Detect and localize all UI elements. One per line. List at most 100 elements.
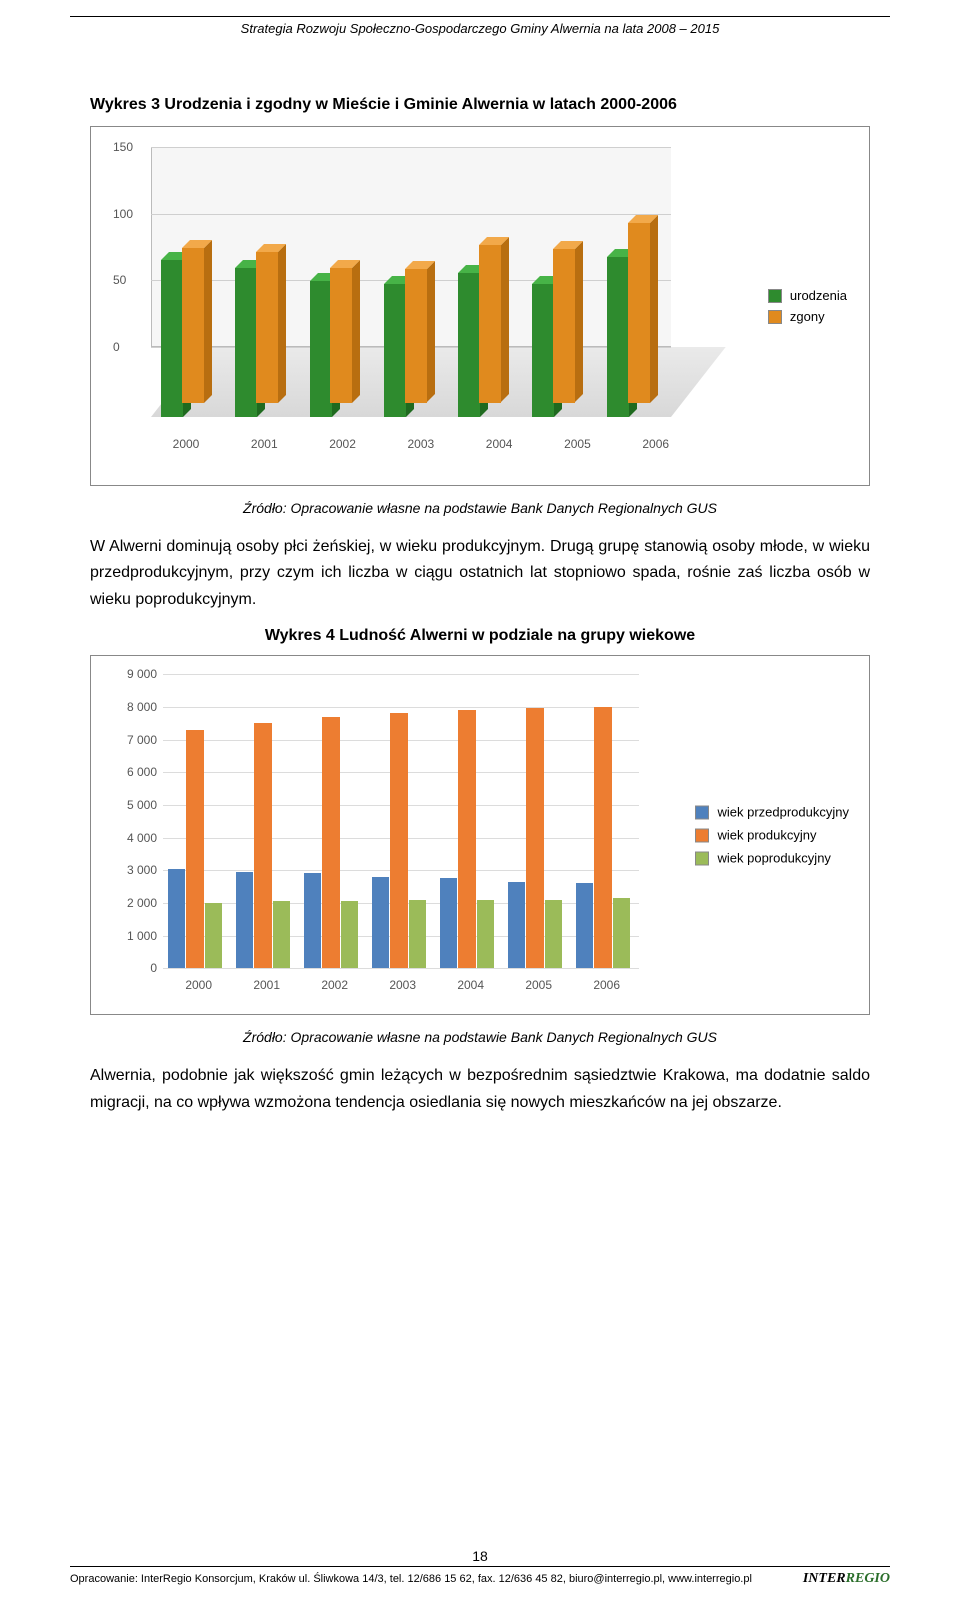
legend-swatch xyxy=(695,805,709,819)
legend-swatch xyxy=(768,289,782,303)
chart1: 0 50 100 150 2000 2001 2002 2003 2004 2005 2006 ur… xyxy=(90,126,870,486)
legend-label: wiek poprodukcyjny xyxy=(717,851,830,866)
chart2-bar xyxy=(390,713,407,968)
chart2-ylabel: 1 000 xyxy=(107,929,157,943)
chart2-xlabel: 2000 xyxy=(168,978,230,992)
chart2-bar xyxy=(205,903,222,968)
chart1-ylabel: 150 xyxy=(113,140,133,154)
chart1-xlabel: 2000 xyxy=(151,437,221,451)
chart2-bar xyxy=(372,877,389,968)
chart2-bar xyxy=(236,872,253,968)
chart1-bar xyxy=(384,284,406,417)
legend-label: wiek przedprodukcyjny xyxy=(717,805,849,820)
chart2-ylabel: 5 000 xyxy=(107,798,157,812)
chart1-xlabel: 2005 xyxy=(542,437,612,451)
chart2-bar xyxy=(526,708,543,968)
chart2-legend: wiek przedprodukcyjny wiek produkcyjny wie… xyxy=(695,797,849,874)
paragraph-2: Alwernia, podobnie jak większość gmin le… xyxy=(90,1063,870,1116)
chart2-bar xyxy=(613,898,630,968)
header-title: Strategia Rozwoju Społeczno-Gospodarczeg… xyxy=(70,17,890,76)
chart2-gridline xyxy=(163,674,639,675)
chart1-title: Wykres 3 Urodzenia i zgodny w Mieście i … xyxy=(90,96,890,114)
chart2-bar xyxy=(304,873,321,968)
chart2-bar xyxy=(168,869,185,969)
chart2-legend-item: wiek przedprodukcyjny xyxy=(695,805,849,820)
chart1-bar xyxy=(532,284,554,417)
chart1-ylabel: 0 xyxy=(113,340,120,354)
legend-label: wiek produkcyjny xyxy=(717,828,816,843)
chart1-bar xyxy=(479,245,501,402)
legend-swatch xyxy=(695,828,709,842)
chart1-bar xyxy=(161,260,183,417)
chart1-bar xyxy=(330,268,352,403)
chart2-bar xyxy=(254,723,271,968)
chart1-bar xyxy=(607,257,629,417)
chart1-xlabel: 2003 xyxy=(386,437,456,451)
chart2-ylabel: 7 000 xyxy=(107,733,157,747)
chart2-bar xyxy=(576,883,593,968)
chart2-bar xyxy=(545,900,562,969)
chart2-ylabel: 6 000 xyxy=(107,765,157,779)
chart2-ylabel: 0 xyxy=(107,961,157,975)
chart2-bar xyxy=(458,710,475,968)
chart2-gridline xyxy=(163,968,639,969)
chart1-source: Źródło: Opracowanie własne na podstawie … xyxy=(70,500,890,516)
chart2-bar xyxy=(594,707,611,968)
chart2-bar xyxy=(477,900,494,969)
chart1-bar xyxy=(458,273,480,417)
chart1-bar xyxy=(182,248,204,403)
chart2-title: Wykres 4 Ludność Alwerni w podziale na g… xyxy=(70,627,890,645)
chart2-ylabel: 2 000 xyxy=(107,896,157,910)
legend-label: urodzenia xyxy=(790,288,847,303)
chart1-ylabel: 50 xyxy=(113,273,126,287)
chart2-source: Źródło: Opracowanie własne na podstawie … xyxy=(70,1029,890,1045)
footer-text: Opracowanie: InterRegio Konsorcjum, Krak… xyxy=(70,1573,752,1585)
chart1-xlabel: 2002 xyxy=(308,437,378,451)
chart2-xlabel: 2004 xyxy=(440,978,502,992)
chart2-ylabel: 3 000 xyxy=(107,863,157,877)
legend-label: zgony xyxy=(790,309,825,324)
page-footer: 18 Opracowanie: InterRegio Konsorcjum, K… xyxy=(70,1548,890,1587)
chart2: 0 1 000 2 000 3 000 4 000 5 000 6 000 7 000 8 00… xyxy=(90,655,870,1015)
chart2-legend-item: wiek produkcyjny xyxy=(695,828,849,843)
chart2-bar xyxy=(409,900,426,969)
chart2-ylabel: 4 000 xyxy=(107,831,157,845)
chart2-xlabel: 2006 xyxy=(576,978,638,992)
chart2-bar xyxy=(440,878,457,968)
chart2-xlabel: 2002 xyxy=(304,978,366,992)
legend-swatch xyxy=(768,310,782,324)
chart2-xlabel: 2001 xyxy=(236,978,298,992)
chart2-bar xyxy=(322,717,339,969)
chart2-xlabel: 2003 xyxy=(372,978,434,992)
chart2-bar xyxy=(186,730,203,968)
chart1-gridline xyxy=(151,147,671,148)
chart1-legend-item: zgony xyxy=(768,309,847,324)
chart1-bar xyxy=(405,269,427,402)
chart1-xlabel: 2006 xyxy=(621,437,691,451)
paragraph-1: W Alwerni dominują osoby płci żeńskiej, … xyxy=(90,534,870,613)
chart1-bar xyxy=(553,249,575,402)
chart2-bar xyxy=(273,901,290,968)
chart2-ylabel: 9 000 xyxy=(107,667,157,681)
chart2-gridline xyxy=(163,707,639,708)
chart2-legend-item: wiek poprodukcyjny xyxy=(695,851,849,866)
chart2-bar xyxy=(508,882,525,969)
chart2-bar xyxy=(341,901,358,968)
chart1-bar xyxy=(310,281,332,417)
logo-regio: REGIO xyxy=(846,1571,890,1586)
chart2-xlabel: 2005 xyxy=(508,978,570,992)
chart1-xlabel: 2004 xyxy=(464,437,534,451)
logo-inter: INTER xyxy=(803,1571,846,1586)
chart1-bar xyxy=(628,223,650,403)
chart1-xlabel: 2001 xyxy=(229,437,299,451)
chart2-ylabel: 8 000 xyxy=(107,700,157,714)
chart1-ylabel: 100 xyxy=(113,207,133,221)
legend-swatch xyxy=(695,851,709,865)
footer-rule xyxy=(70,1566,890,1567)
chart1-gridline xyxy=(151,214,671,215)
chart1-bar xyxy=(256,252,278,403)
chart1-legend-item: urodzenia xyxy=(768,288,847,303)
page-number: 18 xyxy=(70,1548,890,1566)
chart1-bar xyxy=(235,268,257,417)
chart1-legend: urodzenia zgony xyxy=(768,282,847,330)
